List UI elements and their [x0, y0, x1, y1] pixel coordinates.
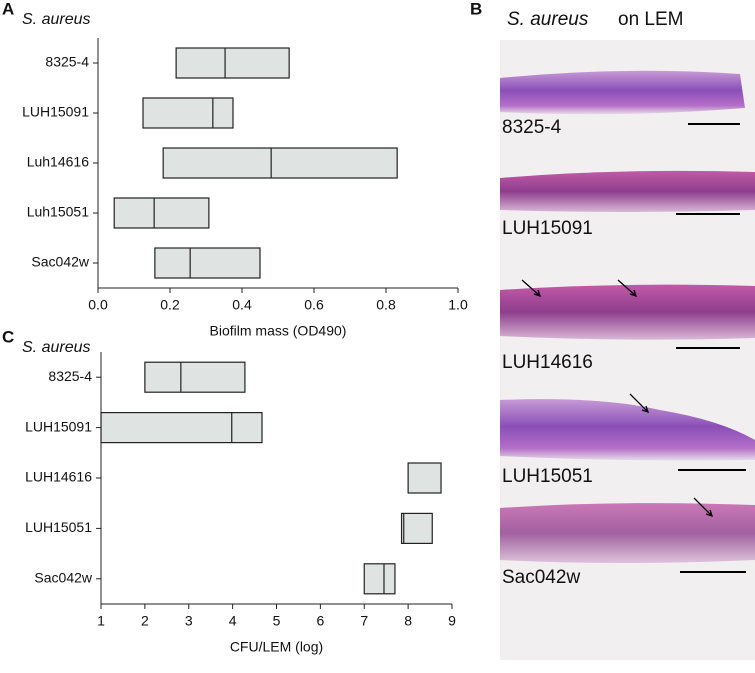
range-box [113, 197, 210, 229]
range-box [142, 97, 234, 129]
arrows [521, 279, 714, 518]
y-tick-label: LUH15091 [22, 104, 89, 120]
range-box [162, 147, 398, 179]
x-tick-label: 6 [316, 613, 324, 629]
panel-b: B S. aureus on LEM [470, 0, 755, 660]
panel-letter: A [2, 0, 14, 18]
micrograph [500, 70, 745, 115]
sample-label: Sac042w [502, 567, 580, 588]
y-tick-label: LUH15051 [25, 519, 92, 535]
y-tick-label: 8325-4 [48, 368, 92, 384]
range-box [363, 563, 396, 595]
sample-label: LUH14616 [502, 352, 593, 373]
x-tick-label: 0.8 [376, 297, 396, 313]
x-tick-label: 1 [97, 613, 105, 629]
x-axis-label: CFU/LEM (log) [230, 639, 323, 655]
x-tick-label: 9 [448, 613, 456, 629]
sample-label: LUH15091 [502, 218, 593, 239]
range-box [400, 512, 433, 545]
x-tick-label: 3 [185, 613, 193, 629]
y-tick-label: Sac042w [34, 570, 92, 586]
range-box [100, 412, 263, 444]
x-tick-label: 1.0 [448, 297, 468, 313]
chart-subtitle: S. aureus [22, 11, 90, 28]
range-box [407, 462, 442, 494]
x-axis-label: Biofilm mass (OD490) [210, 323, 347, 339]
y-tick-label: Luh14616 [27, 154, 90, 170]
x-tick-label: 0.2 [160, 297, 180, 313]
range-box [144, 361, 246, 393]
x-tick-label: 8 [404, 613, 412, 629]
panel-letter: B [470, 0, 482, 18]
micrograph [500, 170, 755, 212]
y-tick-label: 8325-4 [45, 54, 89, 70]
micrograph [500, 399, 755, 461]
y-tick-label: Luh15051 [27, 204, 90, 220]
panel-title: on LEM [618, 9, 683, 30]
y-tick-label: Sac042w [31, 254, 89, 270]
x-tick-label: 7 [360, 613, 368, 629]
range-box [175, 47, 290, 79]
micrograph [500, 503, 755, 563]
panel-letter: C [2, 327, 14, 346]
micrograph [500, 284, 755, 340]
sample-label: 8325-4 [502, 117, 562, 138]
x-tick-label: 0.0 [88, 297, 108, 313]
x-tick-label: 5 [273, 613, 281, 629]
panel-title: S. aureus [507, 9, 589, 30]
x-tick-label: 0.4 [232, 297, 252, 313]
y-tick-label: LUH15091 [25, 418, 92, 434]
x-tick-label: 2 [141, 613, 149, 629]
chart-subtitle: S. aureus [22, 339, 90, 356]
y-tick-label: LUH14616 [25, 469, 92, 485]
x-tick-label: 0.6 [304, 297, 324, 313]
x-tick-label: 4 [229, 613, 237, 629]
range-box [154, 247, 261, 279]
sample-label: LUH15051 [502, 466, 593, 487]
